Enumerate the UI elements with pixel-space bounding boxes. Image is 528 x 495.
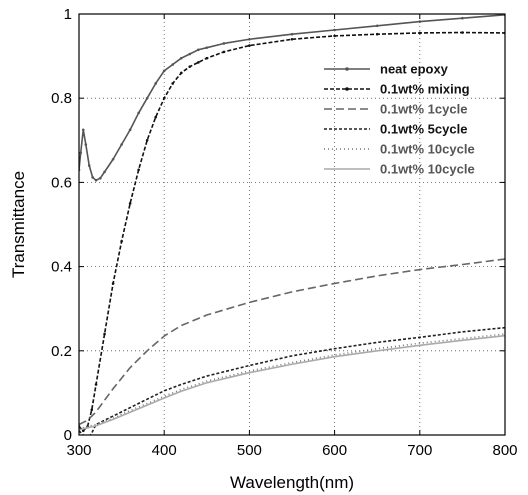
legend-label: 0.1wt% 10cycle (380, 162, 475, 177)
series-point (188, 52, 192, 56)
series-point (81, 429, 85, 433)
x-tick-label: 300 (66, 442, 91, 459)
x-axis-label: Wavelength(nm) (230, 473, 354, 492)
series-point (111, 157, 115, 161)
series-point (375, 32, 379, 36)
series-3 (79, 326, 505, 435)
series-point (418, 31, 422, 35)
series-point (333, 28, 336, 32)
series-point (222, 42, 226, 45)
series-point (162, 69, 166, 73)
series-point (103, 170, 106, 174)
series-point (90, 408, 94, 412)
series-line (79, 326, 505, 435)
series-point (111, 282, 115, 285)
y-tick-label: 0.6 (51, 174, 72, 191)
y-tick-label: 0.2 (51, 343, 72, 360)
series-point (171, 63, 175, 66)
x-tick-label: 400 (152, 442, 177, 459)
series-point (248, 37, 251, 41)
series-point (205, 56, 209, 60)
series-point (461, 16, 464, 20)
series-point (137, 168, 140, 172)
series-5 (79, 334, 505, 431)
series-point (196, 61, 200, 64)
plot-area (79, 14, 505, 435)
series-point (290, 32, 294, 36)
series-point (128, 128, 132, 132)
legend-marker (345, 87, 349, 91)
series-point (154, 115, 157, 119)
series-point (128, 202, 132, 205)
legend-marker (345, 67, 349, 71)
series-2 (79, 258, 505, 426)
legend-item: 0.1wt% 10cycle (324, 162, 475, 177)
legend-label: 0.1wt% 5cycle (380, 122, 467, 137)
series-point (196, 48, 200, 52)
y-tick-label: 1 (64, 6, 72, 23)
series-point (94, 178, 98, 182)
x-tick-label: 700 (407, 442, 432, 459)
legend-label: 0.1wt% mixing (380, 82, 470, 97)
series-point (461, 31, 464, 34)
series-line (79, 334, 505, 431)
legend-item: 0.1wt% 10cycle (324, 142, 475, 157)
series-point (375, 24, 379, 28)
x-tick-label: 600 (322, 442, 347, 459)
series-point (137, 111, 140, 115)
legend-item: neat epoxy (324, 62, 449, 77)
series-point (205, 46, 209, 49)
legend-item: 0.1wt% 1cycle (324, 102, 467, 117)
series-point (120, 240, 123, 243)
series-point (179, 71, 183, 75)
series-point (248, 44, 251, 47)
legend-label: 0.1wt% 1cycle (380, 102, 467, 117)
series-point (333, 34, 336, 38)
series-point (81, 128, 85, 132)
legend: neat epoxy 0.1wt% mixing 0.1wt% 1cycle 0.1w… (324, 62, 475, 177)
series-layer (79, 14, 505, 435)
y-tick-label: 0.8 (51, 90, 72, 107)
series-point (94, 383, 98, 386)
x-tick-label: 800 (492, 442, 517, 459)
series-1 (79, 31, 505, 433)
series-point (145, 96, 149, 100)
series-point (120, 143, 123, 146)
y-tick-label: 0.4 (51, 259, 72, 276)
series-0 (79, 14, 505, 182)
series-point (103, 332, 106, 336)
series-point (222, 50, 226, 54)
legend-label: neat epoxy (380, 62, 449, 77)
series-point (154, 82, 157, 85)
series-point (91, 176, 94, 179)
legend-item: 0.1wt% 5cycle (324, 122, 467, 137)
series-point (162, 96, 166, 100)
series-point (171, 82, 175, 85)
grid (79, 14, 505, 435)
series-point (79, 151, 83, 155)
y-axis-label: Transmittance (9, 171, 28, 278)
x-tick-label: 500 (237, 442, 262, 459)
ticks: 300 400 500 600 700 800 0 0.2 0.4 0.6 0.8 1 (51, 6, 517, 459)
legend-item: 0.1wt% mixing (324, 82, 470, 97)
series-point (145, 139, 149, 142)
series-point (179, 56, 183, 60)
series-point (87, 164, 91, 167)
y-tick-label: 0 (64, 427, 72, 444)
series-point (84, 143, 88, 146)
series-point (188, 65, 192, 68)
plot-frame (78, 13, 506, 436)
series-point (290, 37, 294, 41)
series-point (418, 20, 422, 23)
legend-label: 0.1wt% 10cycle (380, 142, 475, 157)
series-line (79, 258, 505, 426)
series-line (79, 31, 505, 432)
series-point (99, 176, 102, 180)
